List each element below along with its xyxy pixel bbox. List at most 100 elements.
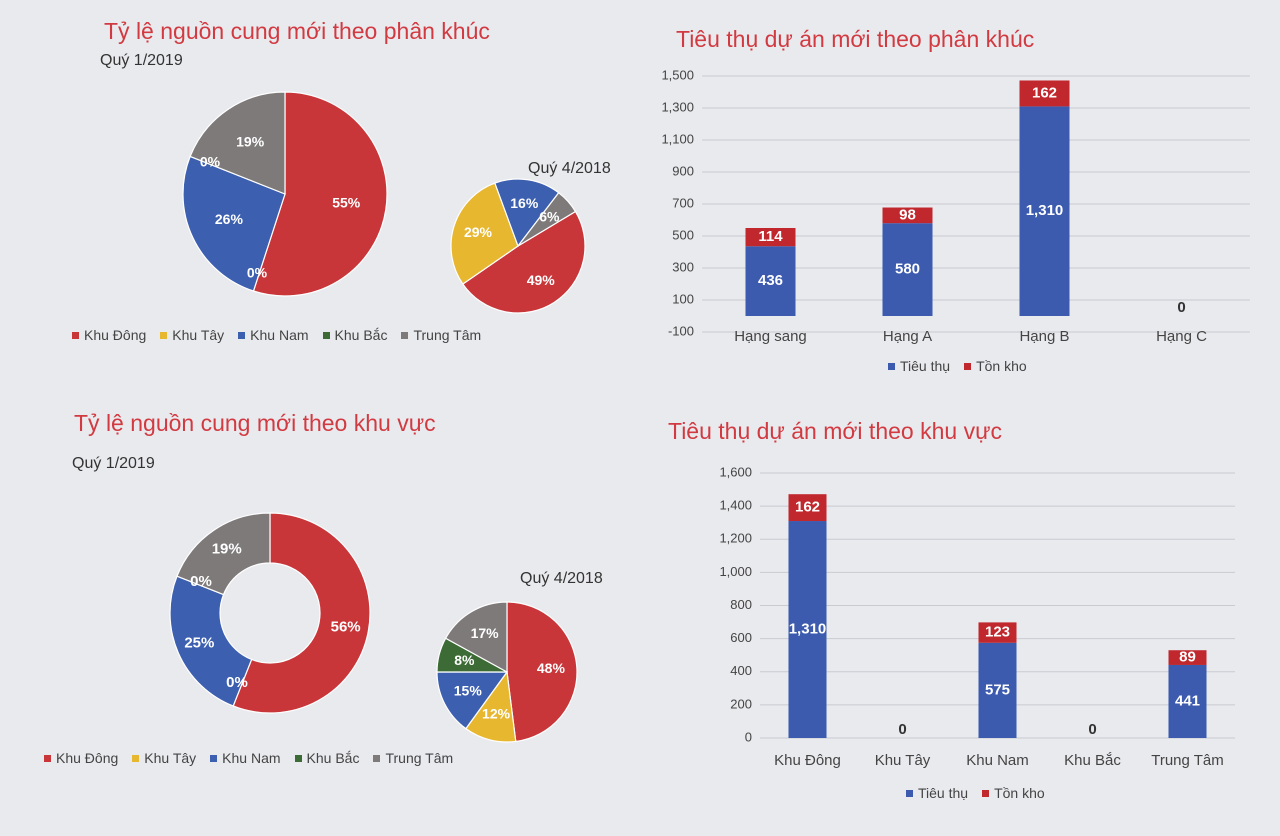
bar-ton-kho-khu-nam xyxy=(978,622,1017,643)
x-tick-label: Trung Tâm xyxy=(1151,752,1224,769)
legend-swatch xyxy=(238,331,246,339)
slice-khu-tay xyxy=(450,182,519,285)
data-label-tieu-thu-hang-a: 580 xyxy=(895,261,920,278)
legend-item-tieu-thu: Tiêu thụ xyxy=(906,785,968,801)
x-tick-label: Hạng A xyxy=(883,328,932,345)
legend-swatch xyxy=(132,754,140,762)
bar-ton-kho-hang-b xyxy=(1019,80,1070,107)
legend-swatch xyxy=(906,789,913,797)
slice-trung-tam xyxy=(176,512,271,596)
legend-item-ton-kho: Tồn kho xyxy=(964,358,1027,374)
legend-item-khu-tay: Khu Tây xyxy=(132,750,196,766)
slice-label-khu-tay: 12% xyxy=(482,705,511,721)
legend-item-khu-bac: Khu Bắc xyxy=(322,327,388,343)
y-tick-label: 100 xyxy=(672,291,694,306)
legend-item-tieu-thu: Tiêu thụ xyxy=(888,358,950,374)
y-tick-label: 1,500 xyxy=(661,67,694,82)
legend-item-ton-kho: Tồn kho xyxy=(982,785,1045,801)
legend-swatch xyxy=(964,362,972,370)
bar-chart-sales-segment: -100 100 300 500 700 900 1,100 1,300 1,500 436 114… xyxy=(661,67,1250,345)
chart-title-sales-segment: Tiêu thụ dự án mới theo phân khúc xyxy=(676,26,1035,52)
data-label-ton-kho-hang-b: 162 xyxy=(1032,84,1057,101)
data-label-ton-kho-trung-tam: 89 xyxy=(1179,649,1196,666)
legend-pie-segment: Khu Đông Khu Tây Khu Nam Khu Bắc Trung Tâm xyxy=(72,327,481,343)
bar-ton-kho-trung-tam xyxy=(1168,650,1207,665)
slice-label-trung-tam: 6% xyxy=(539,209,560,225)
y-tick-label: 700 xyxy=(672,195,694,210)
y-tick-label: 1,400 xyxy=(719,498,752,513)
slice-label-zero: 0% xyxy=(247,265,268,281)
bar-ton-kho-khu-dong xyxy=(788,494,827,522)
slice-label-khu-dong: 56% xyxy=(331,618,361,635)
slice-trung-tam xyxy=(517,191,577,247)
y-tick-label: -100 xyxy=(668,323,694,338)
legend-label: Khu Nam xyxy=(250,327,309,343)
pie-chart-q4-2018-segment: 49% 29% 16%6% xyxy=(450,178,586,314)
data-label-ton-kho-khu-nam: 123 xyxy=(985,624,1010,641)
y-tick-label: 1,200 xyxy=(719,531,752,546)
slice-khu-nam xyxy=(436,671,509,730)
data-label-tieu-thu-hang-b: 1,310 xyxy=(1026,202,1064,219)
legend-swatch xyxy=(982,789,990,797)
legend-bar-segment: Tiêu thụ Tồn kho xyxy=(888,358,1027,374)
slice-label-zero: 0% xyxy=(226,674,248,691)
subtitle-q4-2018-area: Quý 4/2018 xyxy=(520,570,603,587)
slice-label-khu-bac: 0% xyxy=(190,573,212,590)
y-tick-label: 1,300 xyxy=(661,99,694,114)
legend-swatch xyxy=(72,331,79,339)
bar-tieu-thu-trung-tam xyxy=(1168,664,1207,738)
y-tick-label: 300 xyxy=(672,259,694,274)
slice-khu-nam xyxy=(494,178,560,248)
legend-item-trung-tam: Trung Tâm xyxy=(401,327,481,343)
chart-title-supply-area: Tỷ lệ nguồn cung mới theo khu vực xyxy=(74,410,436,436)
data-label-ton-kho-hang-a: 98 xyxy=(899,206,916,223)
legend-item-khu-nam: Khu Nam xyxy=(210,750,281,766)
legend-swatch xyxy=(160,331,168,339)
y-tick-label: 500 xyxy=(672,227,694,242)
subtitle-q1-2019-area: Quý 1/2019 xyxy=(72,455,155,472)
legend-bar-area: Tiêu thụ Tồn kho xyxy=(906,785,1045,801)
y-tick-label: 800 xyxy=(730,597,752,612)
subtitle-q4-2018-segment: Quý 4/2018 xyxy=(528,160,611,177)
slice-label-khu-dong: 49% xyxy=(527,272,556,288)
legend-swatch xyxy=(44,754,51,762)
slice-label-khu-nam: 26% xyxy=(215,211,244,227)
y-tick-label: 0 xyxy=(745,729,752,744)
y-tick-label: 400 xyxy=(730,663,752,678)
y-tick-label: 200 xyxy=(730,696,752,711)
bar-ton-kho-hang-sang xyxy=(745,228,796,247)
y-tick-label: 1,100 xyxy=(661,131,694,146)
slice-label-khu-dong: 48% xyxy=(537,660,566,676)
x-tick-label: Hạng B xyxy=(1019,328,1069,345)
legend-label: Khu Đông xyxy=(84,327,147,343)
bar-tieu-thu-khu-nam xyxy=(978,642,1017,738)
legend-label: Khu Bắc xyxy=(334,327,388,343)
legend-item-khu-dong: Khu Đông xyxy=(72,327,146,343)
legend-item-khu-bac: Khu Bắc xyxy=(294,750,360,766)
legend-label: Tồn kho xyxy=(976,358,1027,374)
legend-label: Khu Bắc xyxy=(306,750,360,766)
legend-label: Tiêu thụ xyxy=(900,358,951,374)
chart-title-sales-area: Tiêu thụ dự án mới theo khu vực xyxy=(668,418,1002,444)
bar-tieu-thu-hang-a xyxy=(882,223,933,316)
legend-item-khu-nam: Khu Nam xyxy=(238,327,309,343)
legend-swatch xyxy=(401,331,409,339)
legend-swatch xyxy=(294,754,302,762)
legend-item-khu-dong: Khu Đông xyxy=(44,750,118,766)
bar-ton-kho-hang-a xyxy=(882,207,933,224)
legend-label: Trung Tâm xyxy=(385,750,454,766)
slice-label-khu-bac: 8% xyxy=(454,652,475,668)
y-tick-label: 1,000 xyxy=(719,564,752,579)
chart-title-supply-segment: Tỷ lệ nguồn cung mới theo phân khúc xyxy=(104,18,490,44)
bar-tieu-thu-hang-sang xyxy=(745,246,796,316)
slice-label-khu-nam: 25% xyxy=(184,635,214,652)
legend-label: Tiêu thụ xyxy=(918,785,969,801)
legend-label: Khu Tây xyxy=(172,327,225,343)
x-tick-label: Khu Đông xyxy=(774,752,841,769)
y-tick-label: 1,600 xyxy=(719,464,752,479)
slice-trung-tam xyxy=(444,601,508,674)
legend-label: Tồn kho xyxy=(994,785,1045,801)
slice-khu-dong xyxy=(462,210,586,314)
data-label-ton-kho-hang-sang: 114 xyxy=(758,228,783,245)
slice-label-khu-tay: 29% xyxy=(464,224,493,240)
